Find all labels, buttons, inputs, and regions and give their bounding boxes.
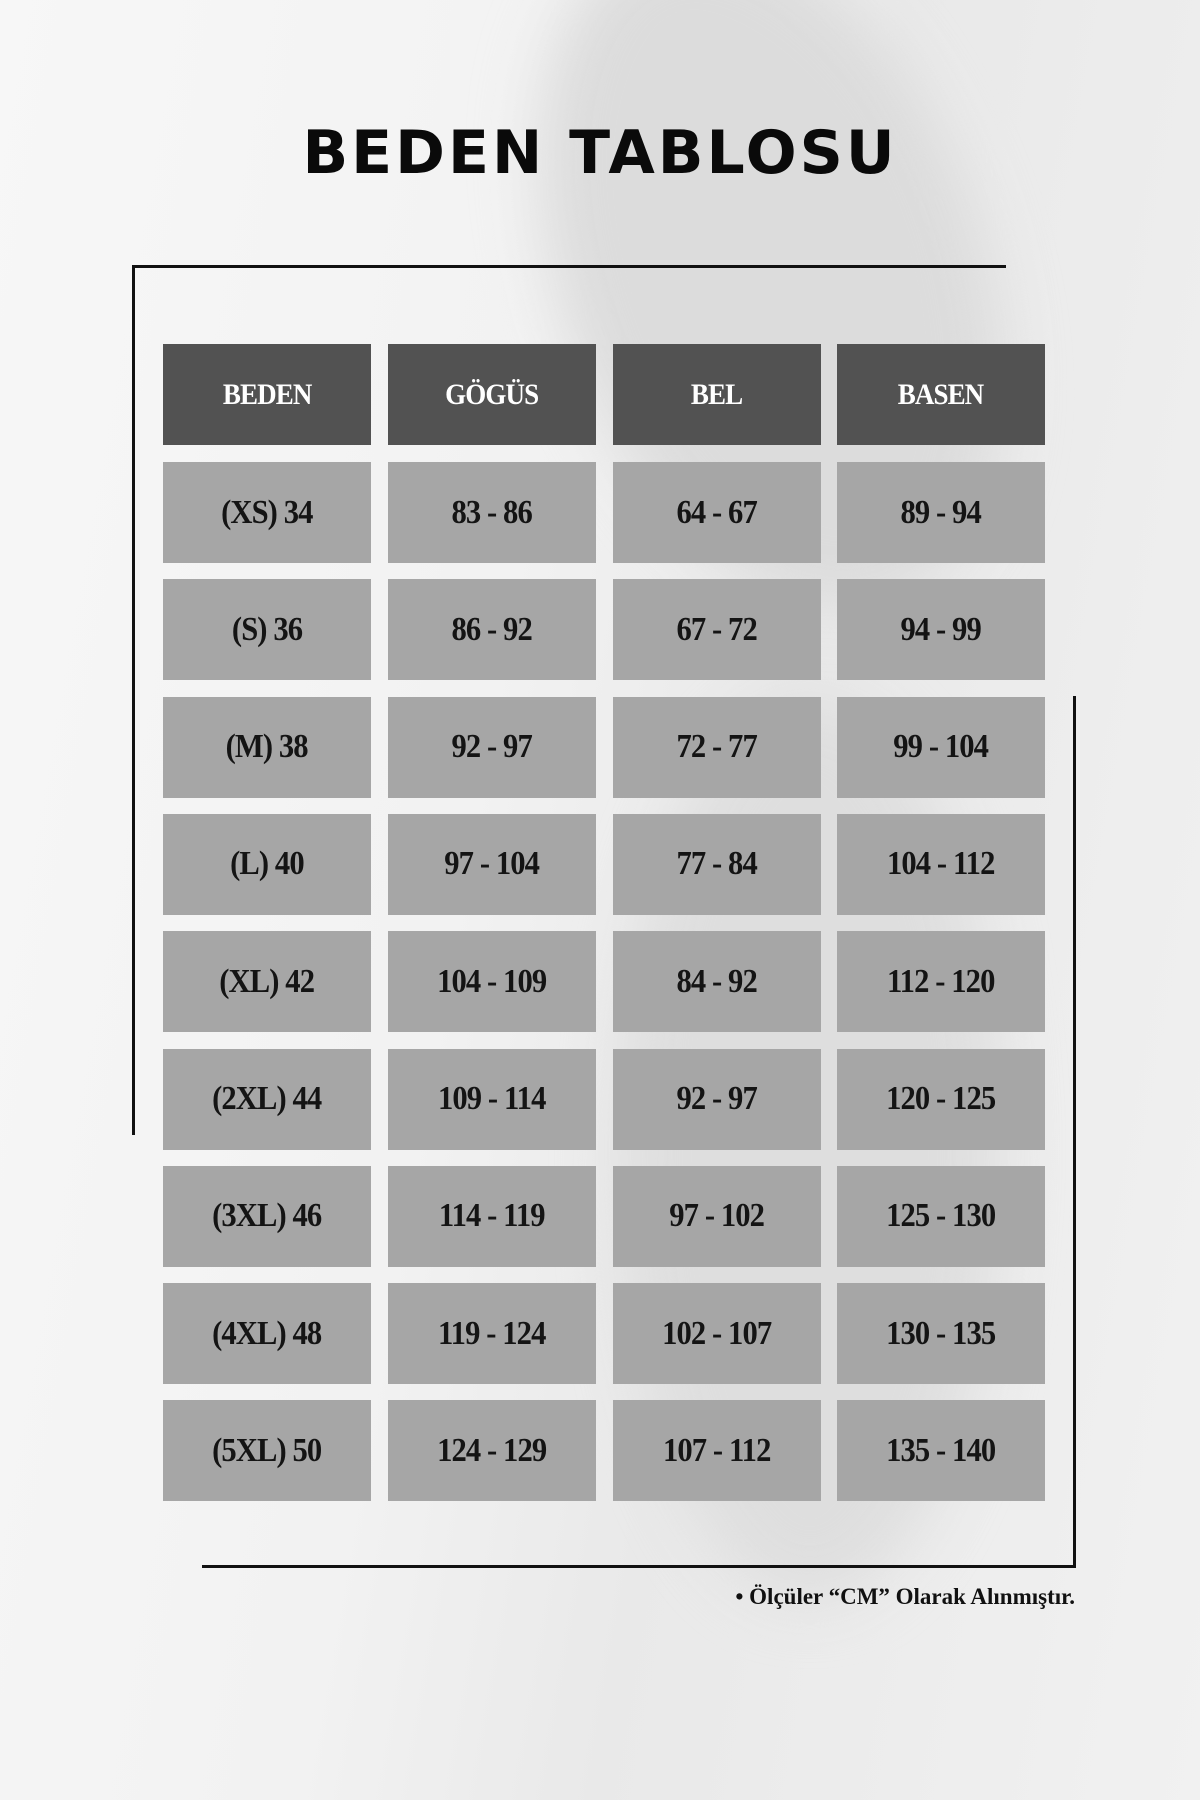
table-cell: (3XL) 46 xyxy=(163,1165,371,1267)
table-cell: 135 - 140 xyxy=(837,1400,1045,1502)
cell-text: GÖGÜS xyxy=(445,377,539,411)
table-cell: (S) 36 xyxy=(163,579,371,681)
table-cell: 64 - 67 xyxy=(613,462,821,563)
table-cell: 112 - 120 xyxy=(837,931,1045,1033)
table-cell: 94 - 99 xyxy=(837,579,1045,681)
table-cell: (5XL) 50 xyxy=(163,1400,371,1502)
cell-text: (XS) 34 xyxy=(221,493,313,531)
cell-text: (M) 38 xyxy=(225,728,309,766)
cell-text: 124 - 129 xyxy=(437,1431,547,1469)
cell-text: 92 - 97 xyxy=(676,1080,758,1117)
cell-text: 99 - 104 xyxy=(893,728,990,766)
cell-text: 107 - 112 xyxy=(663,1431,771,1469)
cell-text: 64 - 67 xyxy=(676,493,758,531)
cell-text: (4XL) 48 xyxy=(212,1314,322,1352)
table-cell: 97 - 104 xyxy=(388,813,596,915)
header-cell: BEL xyxy=(613,344,821,445)
cell-text: 114 - 119 xyxy=(439,1197,546,1235)
cell-text: 92 - 97 xyxy=(451,728,533,766)
table-cell: 84 - 92 xyxy=(613,931,821,1033)
table-cell: 89 - 94 xyxy=(837,462,1045,563)
table-cell: 107 - 112 xyxy=(613,1400,821,1502)
table-cell: (L) 40 xyxy=(163,813,371,915)
table-cell: (M) 38 xyxy=(163,696,371,798)
table-cell: 119 - 124 xyxy=(388,1283,596,1385)
cell-text: (L) 40 xyxy=(230,845,305,883)
cell-text: (5XL) 50 xyxy=(212,1431,322,1469)
cell-text: 77 - 84 xyxy=(676,845,758,883)
cell-text: 97 - 102 xyxy=(669,1197,766,1235)
measurement-note: • Ölçüler “CM” Olarak Alınmıştır. xyxy=(735,1584,1075,1609)
frame-bottom-line xyxy=(202,1565,1076,1568)
frame-top-line xyxy=(134,265,1006,268)
cell-text: 83 - 86 xyxy=(451,493,533,531)
cell-text: 89 - 94 xyxy=(900,493,982,531)
cell-text: 135 - 140 xyxy=(886,1431,996,1469)
cell-text: 86 - 92 xyxy=(451,610,533,648)
header-cell: GÖGÜS xyxy=(388,344,596,445)
cell-text: 72 - 77 xyxy=(676,728,758,766)
cell-text: 119 - 124 xyxy=(438,1314,546,1352)
table-cell: (4XL) 48 xyxy=(163,1283,371,1385)
table-cell: 130 - 135 xyxy=(837,1283,1045,1385)
cell-text: 130 - 135 xyxy=(886,1314,996,1352)
table-cell: 77 - 84 xyxy=(613,813,821,915)
table-cell: 102 - 107 xyxy=(613,1283,821,1385)
frame-right-line xyxy=(1073,696,1076,1568)
cell-text: 94 - 99 xyxy=(900,610,982,648)
header-cell: BEDEN xyxy=(163,344,371,445)
cell-text: 120 - 125 xyxy=(886,1080,996,1117)
table-cell: 114 - 119 xyxy=(388,1165,596,1267)
cell-text: BEDEN xyxy=(222,377,312,411)
cell-text: 109 - 114 xyxy=(438,1080,546,1117)
table-cell: 67 - 72 xyxy=(613,579,821,681)
cell-text: (3XL) 46 xyxy=(212,1197,322,1235)
cell-text: 104 - 109 xyxy=(437,962,547,1000)
cell-text: 125 - 130 xyxy=(886,1197,996,1235)
cell-text: BASEN xyxy=(898,377,984,411)
table-cell: (XL) 42 xyxy=(163,931,371,1033)
page-title: BEDEN TABLOSU xyxy=(302,118,898,188)
frame-left-line xyxy=(132,265,135,1135)
table-cell: 104 - 109 xyxy=(388,931,596,1033)
table-cell: 125 - 130 xyxy=(837,1165,1045,1267)
cell-text: (2XL) 44 xyxy=(212,1080,322,1117)
table-cell: (2XL) 44 xyxy=(163,1048,371,1150)
table-cell: 92 - 97 xyxy=(388,696,596,798)
header-cell: BASEN xyxy=(837,344,1045,445)
cell-text: 97 - 104 xyxy=(444,845,541,883)
cell-text: 104 - 112 xyxy=(887,845,995,883)
table-cell: 109 - 114 xyxy=(388,1048,596,1150)
table-cell: 83 - 86 xyxy=(388,462,596,563)
table-cell: 86 - 92 xyxy=(388,579,596,681)
cell-text: BEL xyxy=(691,377,743,411)
cell-text: (XL) 42 xyxy=(219,962,316,1000)
table-cell: (XS) 34 xyxy=(163,462,371,563)
cell-text: (S) 36 xyxy=(231,610,303,648)
table-cell: 104 - 112 xyxy=(837,813,1045,915)
background-silhouette xyxy=(452,0,1088,671)
cell-text: 102 - 107 xyxy=(662,1314,772,1352)
table-cell: 92 - 97 xyxy=(613,1048,821,1150)
table-cell: 97 - 102 xyxy=(613,1165,821,1267)
cell-text: 67 - 72 xyxy=(676,610,758,648)
cell-text: 84 - 92 xyxy=(676,962,758,1000)
table-cell: 99 - 104 xyxy=(837,696,1045,798)
cell-text: 112 - 120 xyxy=(887,962,995,1000)
table-cell: 120 - 125 xyxy=(837,1048,1045,1150)
table-cell: 72 - 77 xyxy=(613,696,821,798)
table-cell: 124 - 129 xyxy=(388,1400,596,1502)
